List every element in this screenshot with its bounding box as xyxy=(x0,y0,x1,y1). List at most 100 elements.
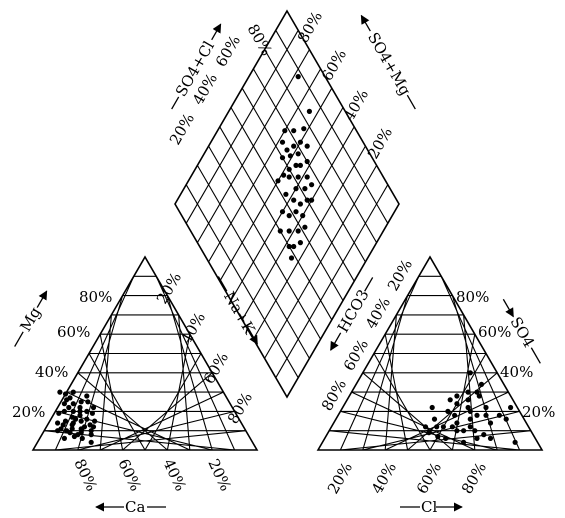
anion-sample-point xyxy=(467,408,473,414)
anion-sample-point xyxy=(467,424,473,430)
anion-sample-point xyxy=(434,424,440,430)
cation-outline xyxy=(31,255,259,451)
cation-sample-point xyxy=(73,416,79,422)
cation-gridline xyxy=(55,410,213,451)
diamond-sample-point xyxy=(295,74,301,80)
diamond-sample-point xyxy=(283,191,289,197)
cation-sample-point xyxy=(84,408,90,414)
anion-cl-tick-20: 20% xyxy=(324,459,356,497)
diamond-ur-tick-20: 20% xyxy=(364,124,396,162)
anion-cl-label: Cl xyxy=(400,498,463,516)
cation-ca-tick-60: 60% xyxy=(114,456,144,494)
anion-outline xyxy=(316,255,544,451)
diamond-sample-point xyxy=(300,213,306,219)
anion-so4-tick-80: 80% xyxy=(456,288,489,306)
anion-sample-point xyxy=(467,370,473,376)
cation-ca-tick-80: 80% xyxy=(70,456,100,494)
diamond-sample-point xyxy=(291,197,297,203)
anion-sample-point xyxy=(465,397,471,403)
anion-sample-point xyxy=(454,420,460,426)
cation-sample-point xyxy=(55,428,61,434)
cation-mg-tick-20: 20% xyxy=(12,403,45,421)
anion-gridline xyxy=(340,410,498,451)
anion-so4-tick-20: 20% xyxy=(522,403,555,421)
cation-sample-point xyxy=(77,412,83,418)
cation-sample-point xyxy=(69,422,75,428)
anion-sample-point xyxy=(512,439,518,445)
anion-cl-tick-40: 40% xyxy=(368,459,400,497)
diamond-sample-point xyxy=(279,139,286,145)
svg-text:Na+K: Na+K xyxy=(220,288,259,337)
anion-sample-point xyxy=(474,389,480,395)
diamond-sample-point xyxy=(295,228,301,234)
diamond-gridline xyxy=(196,49,310,243)
diamond-gridline xyxy=(219,87,333,282)
diamond-sample-point xyxy=(286,228,292,234)
diamond-sample-point xyxy=(286,213,292,219)
anion-sample-point xyxy=(443,435,449,441)
cation-sample-point xyxy=(89,410,95,416)
cation-sample-point xyxy=(56,410,62,416)
cation-nak-tick-20: 20% xyxy=(153,269,185,307)
cation-sample-point xyxy=(79,435,85,441)
diamond-sample-point xyxy=(284,147,290,153)
cation-gridline xyxy=(88,353,146,451)
diamond-sample-point xyxy=(291,128,297,134)
cation-sample-point xyxy=(69,426,75,432)
cation-nak-label: Na+K xyxy=(217,276,259,345)
anion-sample-point xyxy=(508,404,514,411)
diamond-sample-point xyxy=(293,186,299,192)
cation-sample-point xyxy=(57,389,63,395)
cation-sample-point xyxy=(62,418,69,424)
cation-ca-tick-20: 20% xyxy=(204,456,234,494)
cation-sample-point xyxy=(92,418,98,424)
anion-gridline xyxy=(373,353,431,451)
diamond-ul-tick-20: 20% xyxy=(166,110,198,148)
diamond-sample-point xyxy=(304,158,310,165)
diamond-sample-point xyxy=(297,139,303,145)
anion-sample-point xyxy=(429,404,435,411)
anion-sample-point xyxy=(472,428,478,434)
cation-sample-point xyxy=(61,401,67,407)
diamond-gridline xyxy=(252,68,366,263)
diamond-gridline xyxy=(230,107,344,301)
diamond-sample-point xyxy=(304,197,310,203)
diamond-sample-point xyxy=(297,162,303,168)
cation-sample-point xyxy=(61,408,67,414)
diamond-sample-point xyxy=(286,243,292,250)
cation-sample-point xyxy=(70,389,76,395)
diamond: 20% 40% 60% 80% 80% 60% 40% 20% SO4+Cl S… xyxy=(166,8,416,399)
cation-sample-point xyxy=(62,391,69,397)
cation-gridline xyxy=(166,295,213,451)
cation-sample-point xyxy=(78,399,84,405)
anion-gridline xyxy=(351,391,476,451)
diamond-sample-point xyxy=(309,182,315,188)
diamond-sample-point xyxy=(304,143,310,149)
diamond-outline xyxy=(174,9,400,399)
anion-sample-point xyxy=(454,401,460,407)
cation-gridline xyxy=(66,391,191,451)
diamond-sample-point xyxy=(302,186,308,192)
cation-sample-point xyxy=(60,422,66,428)
diamond-sample-point xyxy=(293,209,299,215)
cation-mg-tick-40: 40% xyxy=(35,363,68,381)
diamond-gridline xyxy=(208,68,322,263)
anion-so4-tick-40: 40% xyxy=(500,363,533,381)
anion-sample-point xyxy=(481,432,487,438)
anion-gridline xyxy=(463,314,476,451)
cation-sample-point xyxy=(66,404,72,411)
diamond-gridline xyxy=(264,49,378,243)
diamond-sample-point xyxy=(275,178,281,184)
anion-sample-point xyxy=(465,389,471,395)
cation-sample-point xyxy=(88,432,94,438)
diamond-gridline xyxy=(185,30,299,224)
diamond-grid xyxy=(185,30,389,378)
anion-cl-tick-80: 80% xyxy=(458,459,490,497)
diamond-gridline xyxy=(275,30,389,224)
anion-sample-point xyxy=(478,381,485,387)
cation-sample-point xyxy=(64,428,70,434)
cation-gridline xyxy=(178,314,191,451)
diamond-sample-point xyxy=(297,201,303,207)
diamond-sample-point xyxy=(281,172,287,178)
cation-ca-label: Ca xyxy=(95,498,166,516)
